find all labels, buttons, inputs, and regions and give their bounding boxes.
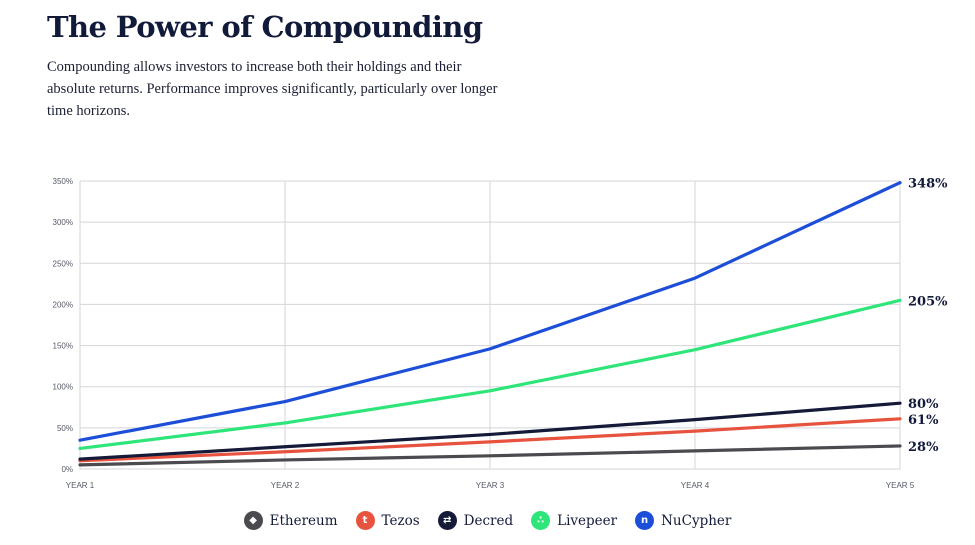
series-lines	[78, 181, 902, 467]
y-tick-label: 0%	[61, 465, 73, 474]
end-label-ethereum: 28%	[908, 440, 939, 455]
legend-item-decred: ⇄ Decred	[437, 511, 514, 530]
x-tick-label: YEAR 4	[681, 481, 710, 490]
x-tick-label: YEAR 5	[886, 481, 915, 490]
ethereum-icon: ◆	[243, 511, 263, 530]
y-tick-label: 250%	[53, 259, 73, 268]
end-label-tezos: 61%	[908, 413, 939, 428]
legend-label: Decred	[463, 512, 514, 529]
legend-label: Livepeer	[557, 512, 618, 529]
end-label-decred: 80%	[908, 397, 939, 412]
chart-title: The Power of Compounding	[47, 10, 483, 44]
axis-ticks: 0% 50% 100% 150% 200% 250% 300% 350% YEAR 1 YEAR …	[53, 177, 915, 490]
y-tick-label: 50%	[57, 424, 73, 433]
nucypher-icon: n	[635, 511, 655, 530]
series-line-nucypher	[78, 181, 902, 442]
legend: ◆ Ethereum t Tezos ⇄ Decred ∴ Livepeer n NuCypher	[0, 511, 975, 530]
end-labels: 28% 61%80% 205% 348%	[908, 177, 948, 455]
series-line-tezos	[78, 417, 902, 463]
y-tick-label: 300%	[53, 218, 73, 227]
legend-item-ethereum: ◆ Ethereum	[243, 511, 338, 530]
tezos-icon: t	[355, 511, 375, 530]
y-tick-label: 200%	[53, 300, 73, 309]
end-label-livepeer: 205%	[908, 294, 948, 309]
livepeer-icon: ∴	[531, 511, 551, 530]
decred-icon: ⇄	[437, 511, 457, 530]
end-label-nucypher: 348%	[908, 177, 948, 192]
legend-label: Tezos	[381, 512, 420, 529]
legend-item-nucypher: n NuCypher	[635, 511, 731, 530]
series-line-ethereum	[78, 444, 902, 467]
y-tick-label: 100%	[53, 383, 73, 392]
legend-label: NuCypher	[661, 512, 732, 529]
legend-item-tezos: t Tezos	[355, 511, 420, 530]
x-tick-label: YEAR 1	[66, 481, 95, 490]
series-line-livepeer	[78, 298, 902, 451]
x-tick-label: YEAR 2	[271, 481, 300, 490]
y-tick-label: 150%	[53, 342, 73, 351]
y-tick-label: 350%	[53, 177, 73, 186]
legend-item-livepeer: ∴ Livepeer	[531, 511, 617, 530]
x-tick-label: YEAR 3	[476, 481, 505, 490]
chart-subtitle: Compounding allows investors to increase…	[47, 59, 498, 119]
legend-label: Ethereum	[269, 512, 338, 529]
series-line-decred	[78, 401, 902, 461]
